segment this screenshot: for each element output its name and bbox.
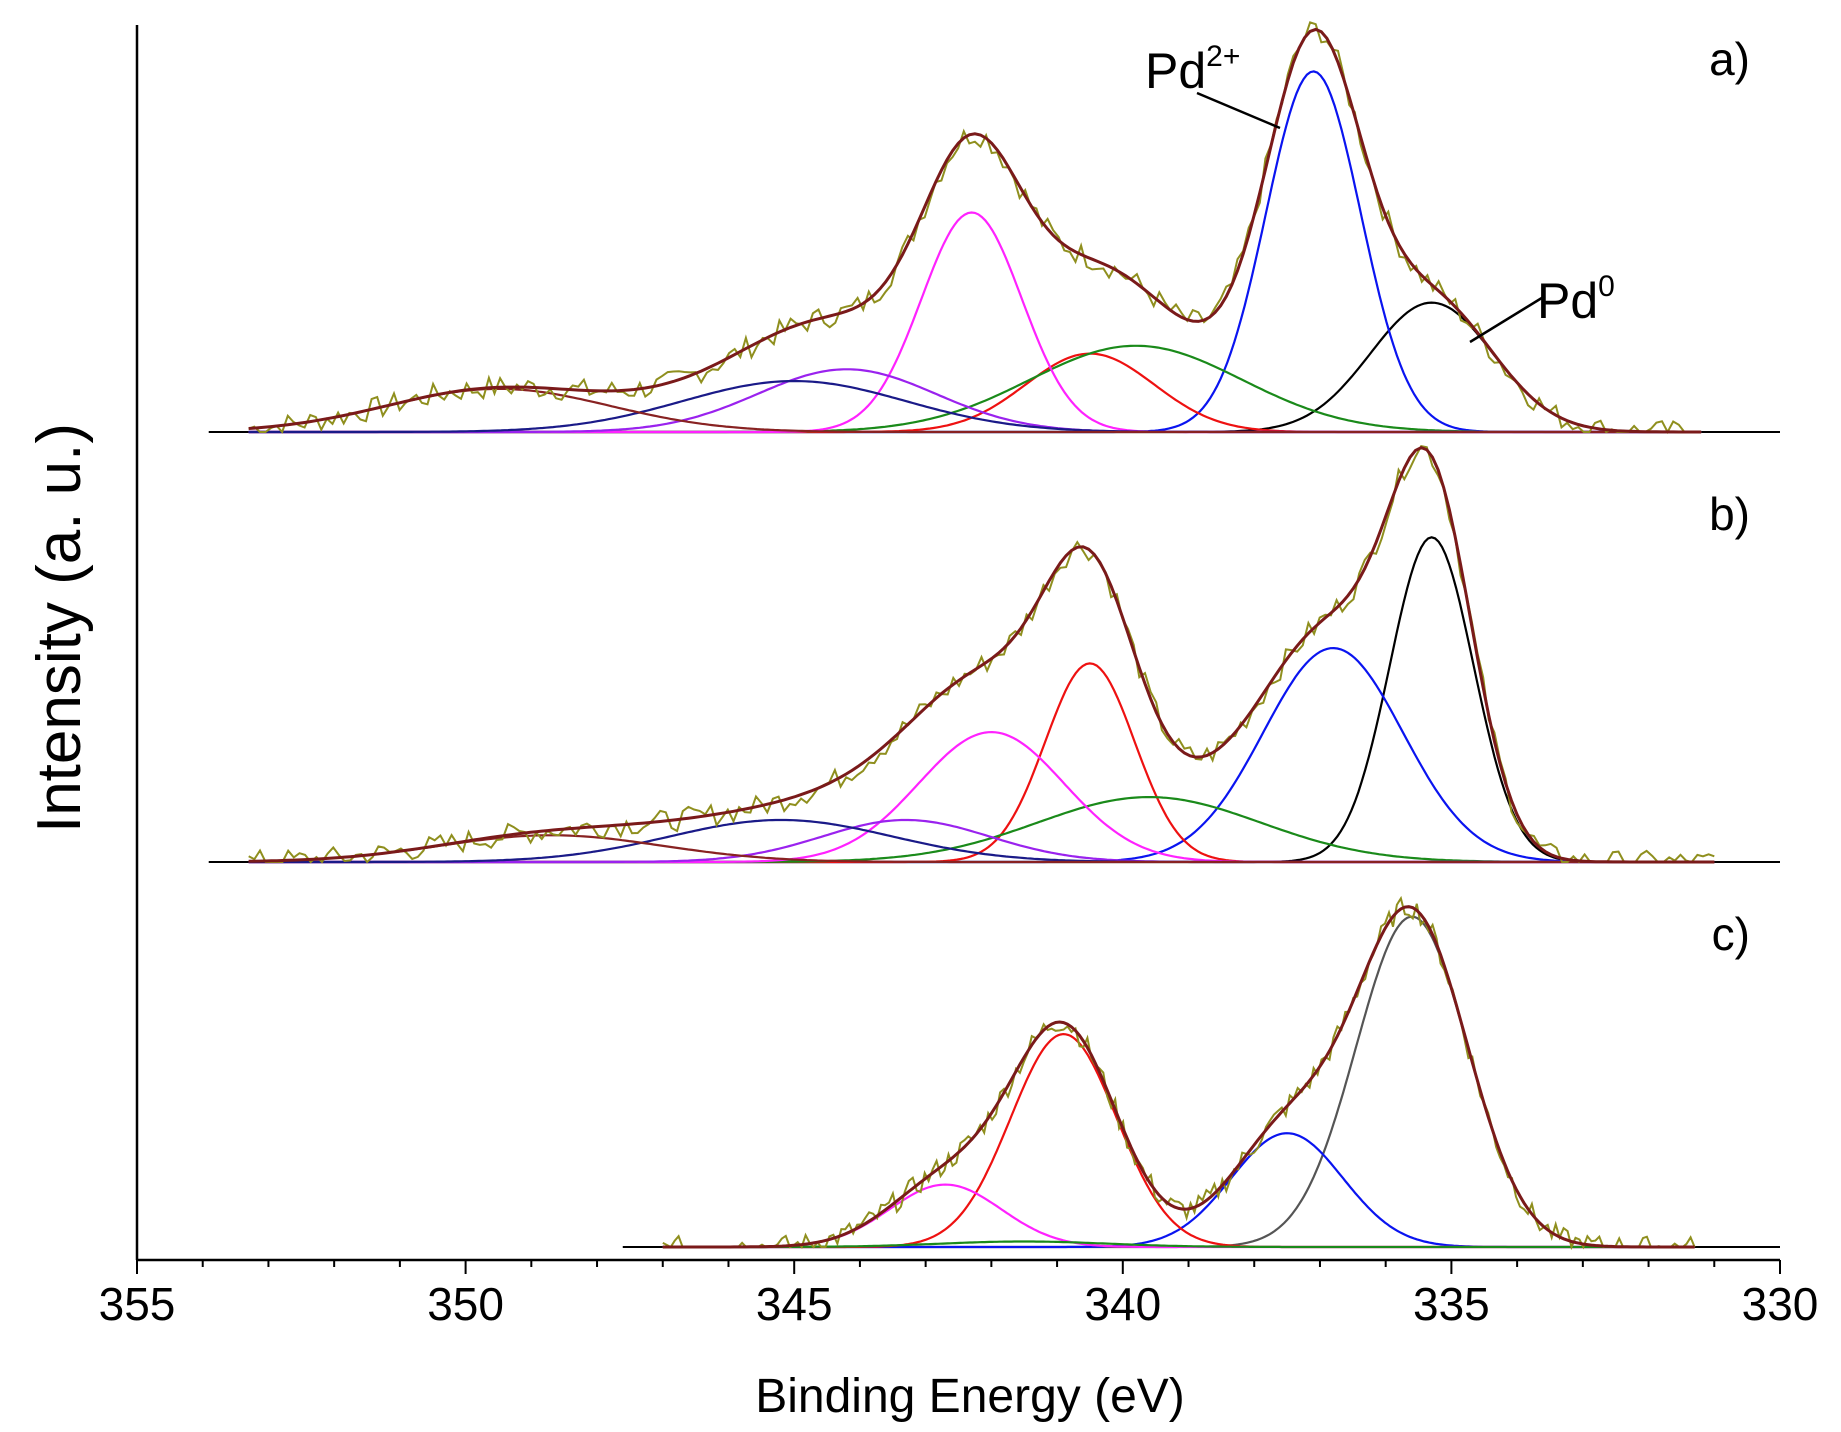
component-curve — [662, 915, 1695, 1249]
x-tick-label: 355 — [99, 1278, 176, 1330]
x-tick-label: 350 — [427, 1278, 504, 1330]
panel-label: c) — [1712, 908, 1750, 960]
envelope-fit-series — [248, 27, 1702, 434]
annotation-label: Pd0 — [1537, 270, 1615, 329]
annotation-superscript: 2+ — [1206, 40, 1240, 73]
axes-layer: 355 350 345 340 335 330 — [99, 25, 1819, 1330]
panel-c: c) — [622, 895, 1780, 1251]
raw-data-series — [248, 21, 1702, 435]
component-curve — [248, 536, 1715, 864]
component-curve — [248, 211, 1702, 434]
component-curve — [662, 1240, 1695, 1249]
x-tick-label: 330 — [1742, 1278, 1819, 1330]
annotation-leader — [1196, 91, 1281, 130]
annotation-superscript: 0 — [1598, 270, 1615, 303]
envelope-fit-series — [662, 905, 1695, 1249]
y-axis-title: Intensity (a. u.) — [25, 423, 94, 833]
component-curve — [248, 368, 1702, 434]
labels-layer: Binding Energy (eV) Intensity (a. u.) — [25, 423, 1185, 1423]
component-curve — [248, 301, 1702, 434]
component-curve — [248, 70, 1702, 434]
component-curve — [248, 352, 1702, 434]
panel-label: a) — [1709, 33, 1750, 85]
panel-label: b) — [1709, 488, 1750, 540]
raw-data-series — [248, 444, 1715, 864]
raw-data-series — [662, 895, 1696, 1251]
annotation-leader — [1469, 294, 1546, 344]
annotation-text: Pd — [1145, 43, 1206, 99]
x-tick-label: 340 — [1084, 1278, 1161, 1330]
x-tick-label: 335 — [1413, 1278, 1490, 1330]
annotation-text: Pd — [1537, 273, 1598, 329]
x-tick-label: 345 — [756, 1278, 833, 1330]
envelope-fit-series — [248, 445, 1715, 864]
annotation-label: Pd2+ — [1145, 40, 1240, 99]
component-curve — [662, 1183, 1695, 1249]
x-axis-title: Binding Energy (eV) — [755, 1370, 1185, 1423]
panel-b: b) — [208, 444, 1780, 864]
component-curve — [662, 1032, 1695, 1249]
panel-a: a)Pd2+Pd0 — [208, 21, 1780, 435]
